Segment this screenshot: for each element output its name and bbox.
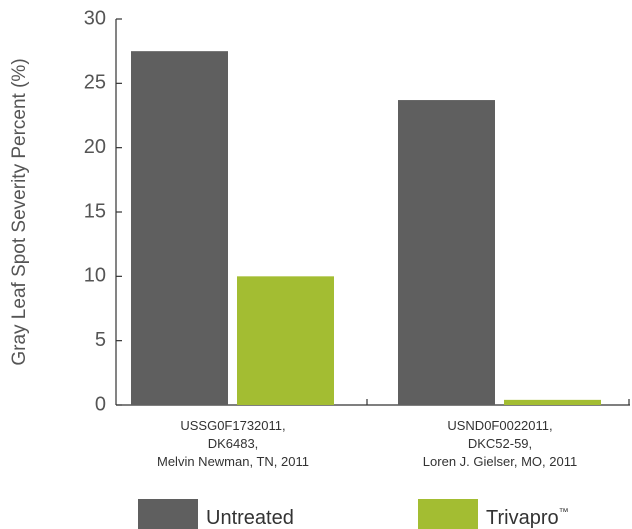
category-label-line: Loren J. Gielser, MO, 2011 [423,454,577,469]
legend-label-trivapro: Trivapro™ [486,507,569,529]
legend-label-untreated: Untreated [206,507,294,529]
category-label-line: DK6483, [208,436,259,451]
y-tick-label: 25 [84,72,106,94]
y-tick-label: 10 [84,265,106,287]
y-tick-label: 5 [95,329,106,351]
y-axis-title: Gray Leaf Spot Severity Percent (%) [9,58,30,365]
y-tick-label: 20 [84,136,106,158]
bar-trivapro-2 [504,399,601,405]
category-label-line: USND0F0022011, [447,418,552,433]
trademark-symbol: ™ [559,507,569,518]
y-tick-label: 0 [95,393,106,415]
bar-trivapro-1 [237,276,334,405]
category-labels: USSG0F1732011, DK6483, Melvin Newman, TN, … [157,418,577,469]
bar-untreated-1 [131,51,228,406]
y-tick-label: 30 [84,7,106,29]
legend-swatch-untreated [138,499,198,529]
y-tick-label: 15 [84,200,106,222]
bars [131,51,601,406]
bar-untreated-2 [398,100,495,405]
category-label-line: USSG0F1732011, [180,418,285,433]
y-axis-label: Gray Leaf Spot Severity Percent (%) [9,58,30,365]
legend-swatch-trivapro [418,499,478,529]
legend-label-text: Trivapro [486,507,559,529]
legend-label-text: Untreated [206,507,294,529]
legend: Untreated Trivapro™ [138,499,569,529]
y-axis: 0 5 10 15 20 25 30 [84,7,122,415]
category-label-line: DKC52-59, [468,436,532,451]
category-label-line: Melvin Newman, TN, 2011 [157,454,309,469]
